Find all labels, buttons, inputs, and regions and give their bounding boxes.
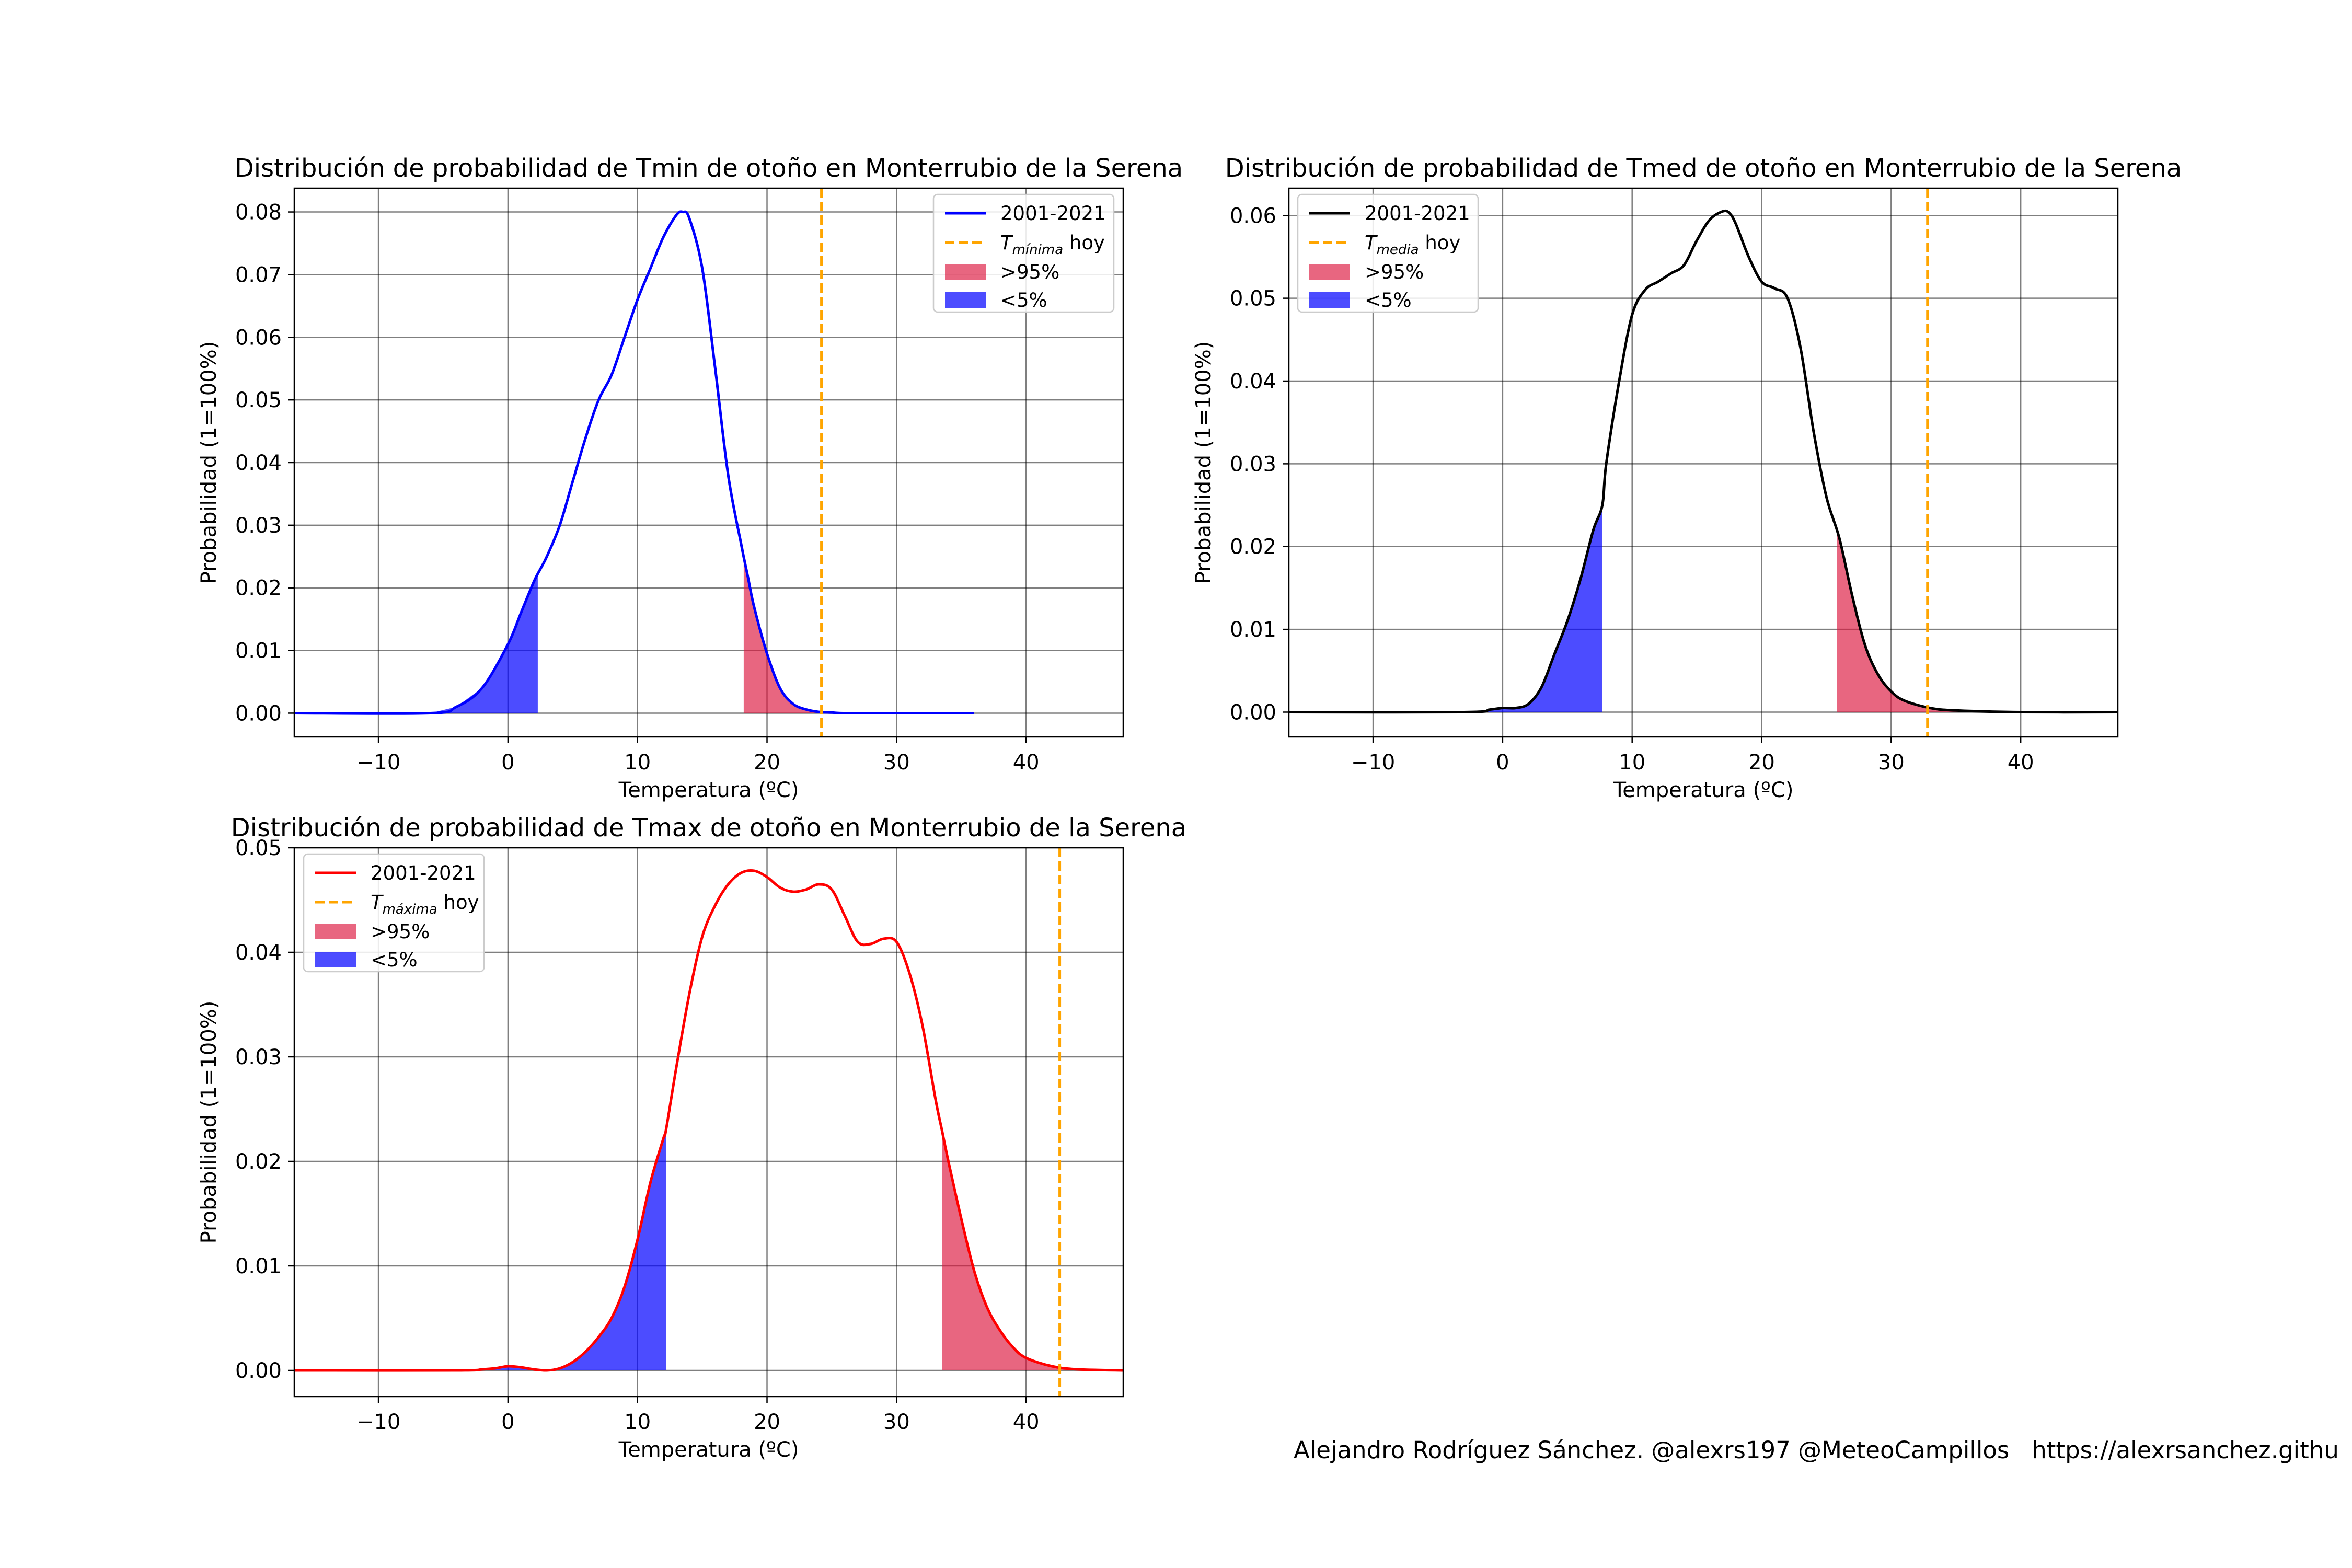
legend-series-label: 2001-2021 <box>1365 202 1470 225</box>
author-credit: Alejandro Rodríguez Sánchez. @alexrs197 … <box>1294 1436 2339 1464</box>
legend: 2001-2021 Tmáxima hoy >95% <5% <box>303 853 485 973</box>
y-tick-label: 0.03 <box>1230 452 1276 476</box>
x-tick-label: 30 <box>883 751 910 775</box>
series-line <box>294 210 975 715</box>
x-tick-label: 20 <box>754 1410 780 1434</box>
x-tick-label: 10 <box>1619 751 1645 775</box>
legend: 2001-2021 Tmínima hoy >95% <5% <box>932 193 1115 313</box>
legend-below5-label: <5% <box>1365 289 1412 312</box>
x-tick-label: −10 <box>1351 751 1395 775</box>
plot-area <box>294 848 1123 1397</box>
legend-below5-label: <5% <box>1000 289 1047 312</box>
x-tick-label: 0 <box>1496 751 1509 775</box>
y-axis-label: Probabilidad (1=100%) <box>197 1001 221 1244</box>
x-tick-label: 10 <box>624 1410 651 1434</box>
y-tick-label: 0.05 <box>235 836 282 860</box>
legend-below5-swatch <box>1309 292 1350 308</box>
chart-tmin: −10 0 10 20 30 40 0.00 0.01 0.02 0.03 0.04 0.05 0.06… <box>197 154 1183 802</box>
chart-tmed: −10 0 10 20 30 40 0.00 0.01 0.02 0.03 0.04 0.05 0.06… <box>1192 154 2182 802</box>
plot-area <box>294 188 1123 737</box>
axes-frame <box>1288 187 2119 738</box>
legend-above95-label: >95% <box>1000 261 1059 283</box>
y-tick-label: 0.06 <box>1230 204 1276 228</box>
y-tick-label: 0.05 <box>235 388 282 412</box>
legend: 2001-2021 Tmedia hoy >95% <5% <box>1297 193 1479 313</box>
y-tick-label: 0.02 <box>1230 535 1276 559</box>
legend-series-label: 2001-2021 <box>1000 202 1106 225</box>
y-tick-label: 0.02 <box>235 1150 282 1174</box>
above95-region <box>743 556 1123 713</box>
legend-series-label: 2001-2021 <box>371 862 476 884</box>
y-tick-label: 0.03 <box>235 1045 282 1069</box>
series-line <box>294 869 1123 1372</box>
legend-below5-swatch <box>945 292 986 308</box>
x-tick-label: 30 <box>883 1410 910 1434</box>
legend-above95-swatch <box>945 264 986 280</box>
x-tick-label: 40 <box>2008 751 2034 775</box>
y-tick-label: 0.05 <box>1230 287 1276 311</box>
y-axis-label: Probabilidad (1=100%) <box>1192 341 1216 584</box>
chart-title: Distribución de probabilidad de Tmax de … <box>231 813 1186 843</box>
y-tick-label: 0.01 <box>235 1254 282 1278</box>
legend-today-label: Tmínima hoy <box>1000 232 1105 258</box>
chart-tmax: −10 0 10 20 30 40 0.00 0.01 0.02 0.03 0.04 0.05 Temp… <box>197 813 1186 1462</box>
x-axis-label: Temperatura (ºC) <box>1613 778 1794 802</box>
legend-box <box>303 853 485 973</box>
y-tick-label: 0.04 <box>235 941 282 965</box>
y-tick-label: 0.01 <box>235 639 282 663</box>
x-tick-label: 40 <box>1013 751 1040 775</box>
chart-title: Distribución de probabilidad de Tmed de … <box>1225 154 2182 183</box>
y-tick-label: 0.00 <box>1230 700 1276 724</box>
legend-today-label: Tmedia hoy <box>1365 232 1460 258</box>
x-tick-label: 20 <box>754 751 780 775</box>
y-tick-label: 0.04 <box>1230 370 1276 394</box>
legend-box <box>932 193 1115 313</box>
y-axis-label: Probabilidad (1=100%) <box>197 341 221 584</box>
y-tick-label: 0.04 <box>235 451 282 475</box>
below5-region <box>294 1130 666 1370</box>
y-tick-label: 0.00 <box>235 701 282 725</box>
y-tick-label: 0.03 <box>235 514 282 538</box>
x-tick-label: 40 <box>1013 1410 1040 1434</box>
legend-today-label: Tmáxima hoy <box>371 891 479 917</box>
y-tick-label: 0.06 <box>235 326 282 350</box>
x-axis-label: Temperatura (ºC) <box>618 778 799 802</box>
y-tick-label: 0.07 <box>235 263 282 287</box>
x-tick-label: 30 <box>1878 751 1905 775</box>
x-axis-label: Temperatura (ºC) <box>618 1438 799 1462</box>
legend-below5-label: <5% <box>371 949 418 971</box>
x-tick-label: −10 <box>356 1410 400 1434</box>
y-tick-label: 0.01 <box>1230 618 1276 642</box>
above95-region <box>1837 530 2118 712</box>
legend-box <box>1297 193 1479 313</box>
chart-title: Distribución de probabilidad de Tmin de … <box>235 154 1183 183</box>
legend-above95-label: >95% <box>1365 261 1424 283</box>
legend-above95-label: >95% <box>371 920 430 943</box>
x-tick-label: −10 <box>356 751 400 775</box>
legend-above95-swatch <box>315 924 356 939</box>
x-tick-label: 10 <box>624 751 651 775</box>
plot-area <box>1289 188 2118 737</box>
x-tick-label: 0 <box>501 1410 514 1434</box>
legend-above95-swatch <box>1309 264 1350 280</box>
series-line <box>1289 209 2118 714</box>
y-tick-label: 0.08 <box>235 201 282 225</box>
below5-region <box>1289 505 1602 712</box>
y-tick-label: 0.02 <box>235 577 282 601</box>
x-tick-label: 0 <box>501 751 514 775</box>
legend-below5-swatch <box>315 952 356 967</box>
below5-region <box>294 574 538 713</box>
axes-frame <box>293 847 1124 1398</box>
y-tick-label: 0.00 <box>235 1359 282 1383</box>
x-tick-label: 20 <box>1748 751 1775 775</box>
